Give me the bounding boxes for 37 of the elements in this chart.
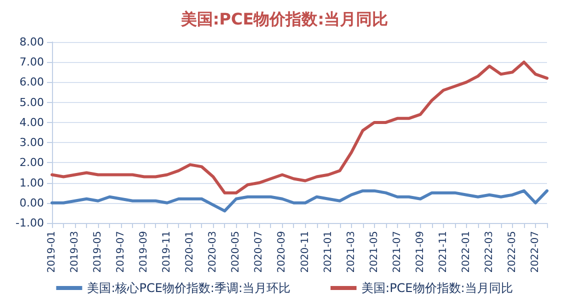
x-tick-label: 2021-01 — [322, 231, 334, 273]
y-tick-label: 2.00 — [20, 156, 44, 170]
x-tick-label: 2022-01 — [460, 231, 472, 273]
x-tick-label: 2019-03 — [70, 231, 81, 273]
x-tick-label: 2019-05 — [92, 231, 104, 273]
x-tick-label: 2019-01 — [46, 231, 58, 273]
line-series — [50, 60, 548, 194]
y-tick-label: 3.00 — [20, 136, 44, 150]
x-tick-label: 2021-05 — [368, 231, 380, 273]
y-tick-label: 4.00 — [20, 116, 44, 129]
chart-title: 美国:PCE物价指数:当月同比 — [180, 10, 388, 28]
x-tick-label: 2021-11 — [438, 231, 449, 273]
x-tick-label: 2020-11 — [300, 231, 311, 273]
x-tick-label: 2020-01 — [184, 231, 196, 273]
x-tick-label: 2021-09 — [414, 231, 426, 273]
x-tick-label: 2019-11 — [162, 231, 173, 273]
legend-label: 美国:PCE物价指数:当月同比 — [362, 281, 513, 295]
x-tick-label: 2020-03 — [208, 231, 219, 273]
y-tick-label: -1.00 — [16, 216, 44, 230]
x-tick-label: 2020-05 — [230, 231, 242, 273]
x-tick-label: 2022-03 — [484, 231, 495, 273]
x-tick-label: 2022-05 — [506, 231, 518, 273]
x-tick-label: 2021-03 — [346, 231, 357, 273]
y-tick-label: 8.00 — [20, 36, 44, 48]
y-tick-label: 1.00 — [20, 176, 44, 190]
y-tick-label: 6.00 — [20, 76, 44, 89]
line-series — [50, 189, 548, 212]
y-tick-label: 0.00 — [20, 196, 44, 210]
x-tick-label: 2021-07 — [392, 231, 403, 273]
x-tick-label: 2019-09 — [138, 231, 150, 273]
x-tick-label: 2019-07 — [116, 231, 127, 273]
y-tick-label: 5.00 — [20, 96, 44, 109]
x-tick-label: 2020-09 — [276, 231, 288, 273]
x-tick-label: 2020-07 — [254, 231, 265, 273]
x-tick-label: 2022-07 — [530, 231, 541, 273]
y-tick-label: 7.00 — [20, 56, 44, 69]
legend-label: 美国:核心PCE物价指数:季调:当月环比 — [87, 281, 291, 295]
